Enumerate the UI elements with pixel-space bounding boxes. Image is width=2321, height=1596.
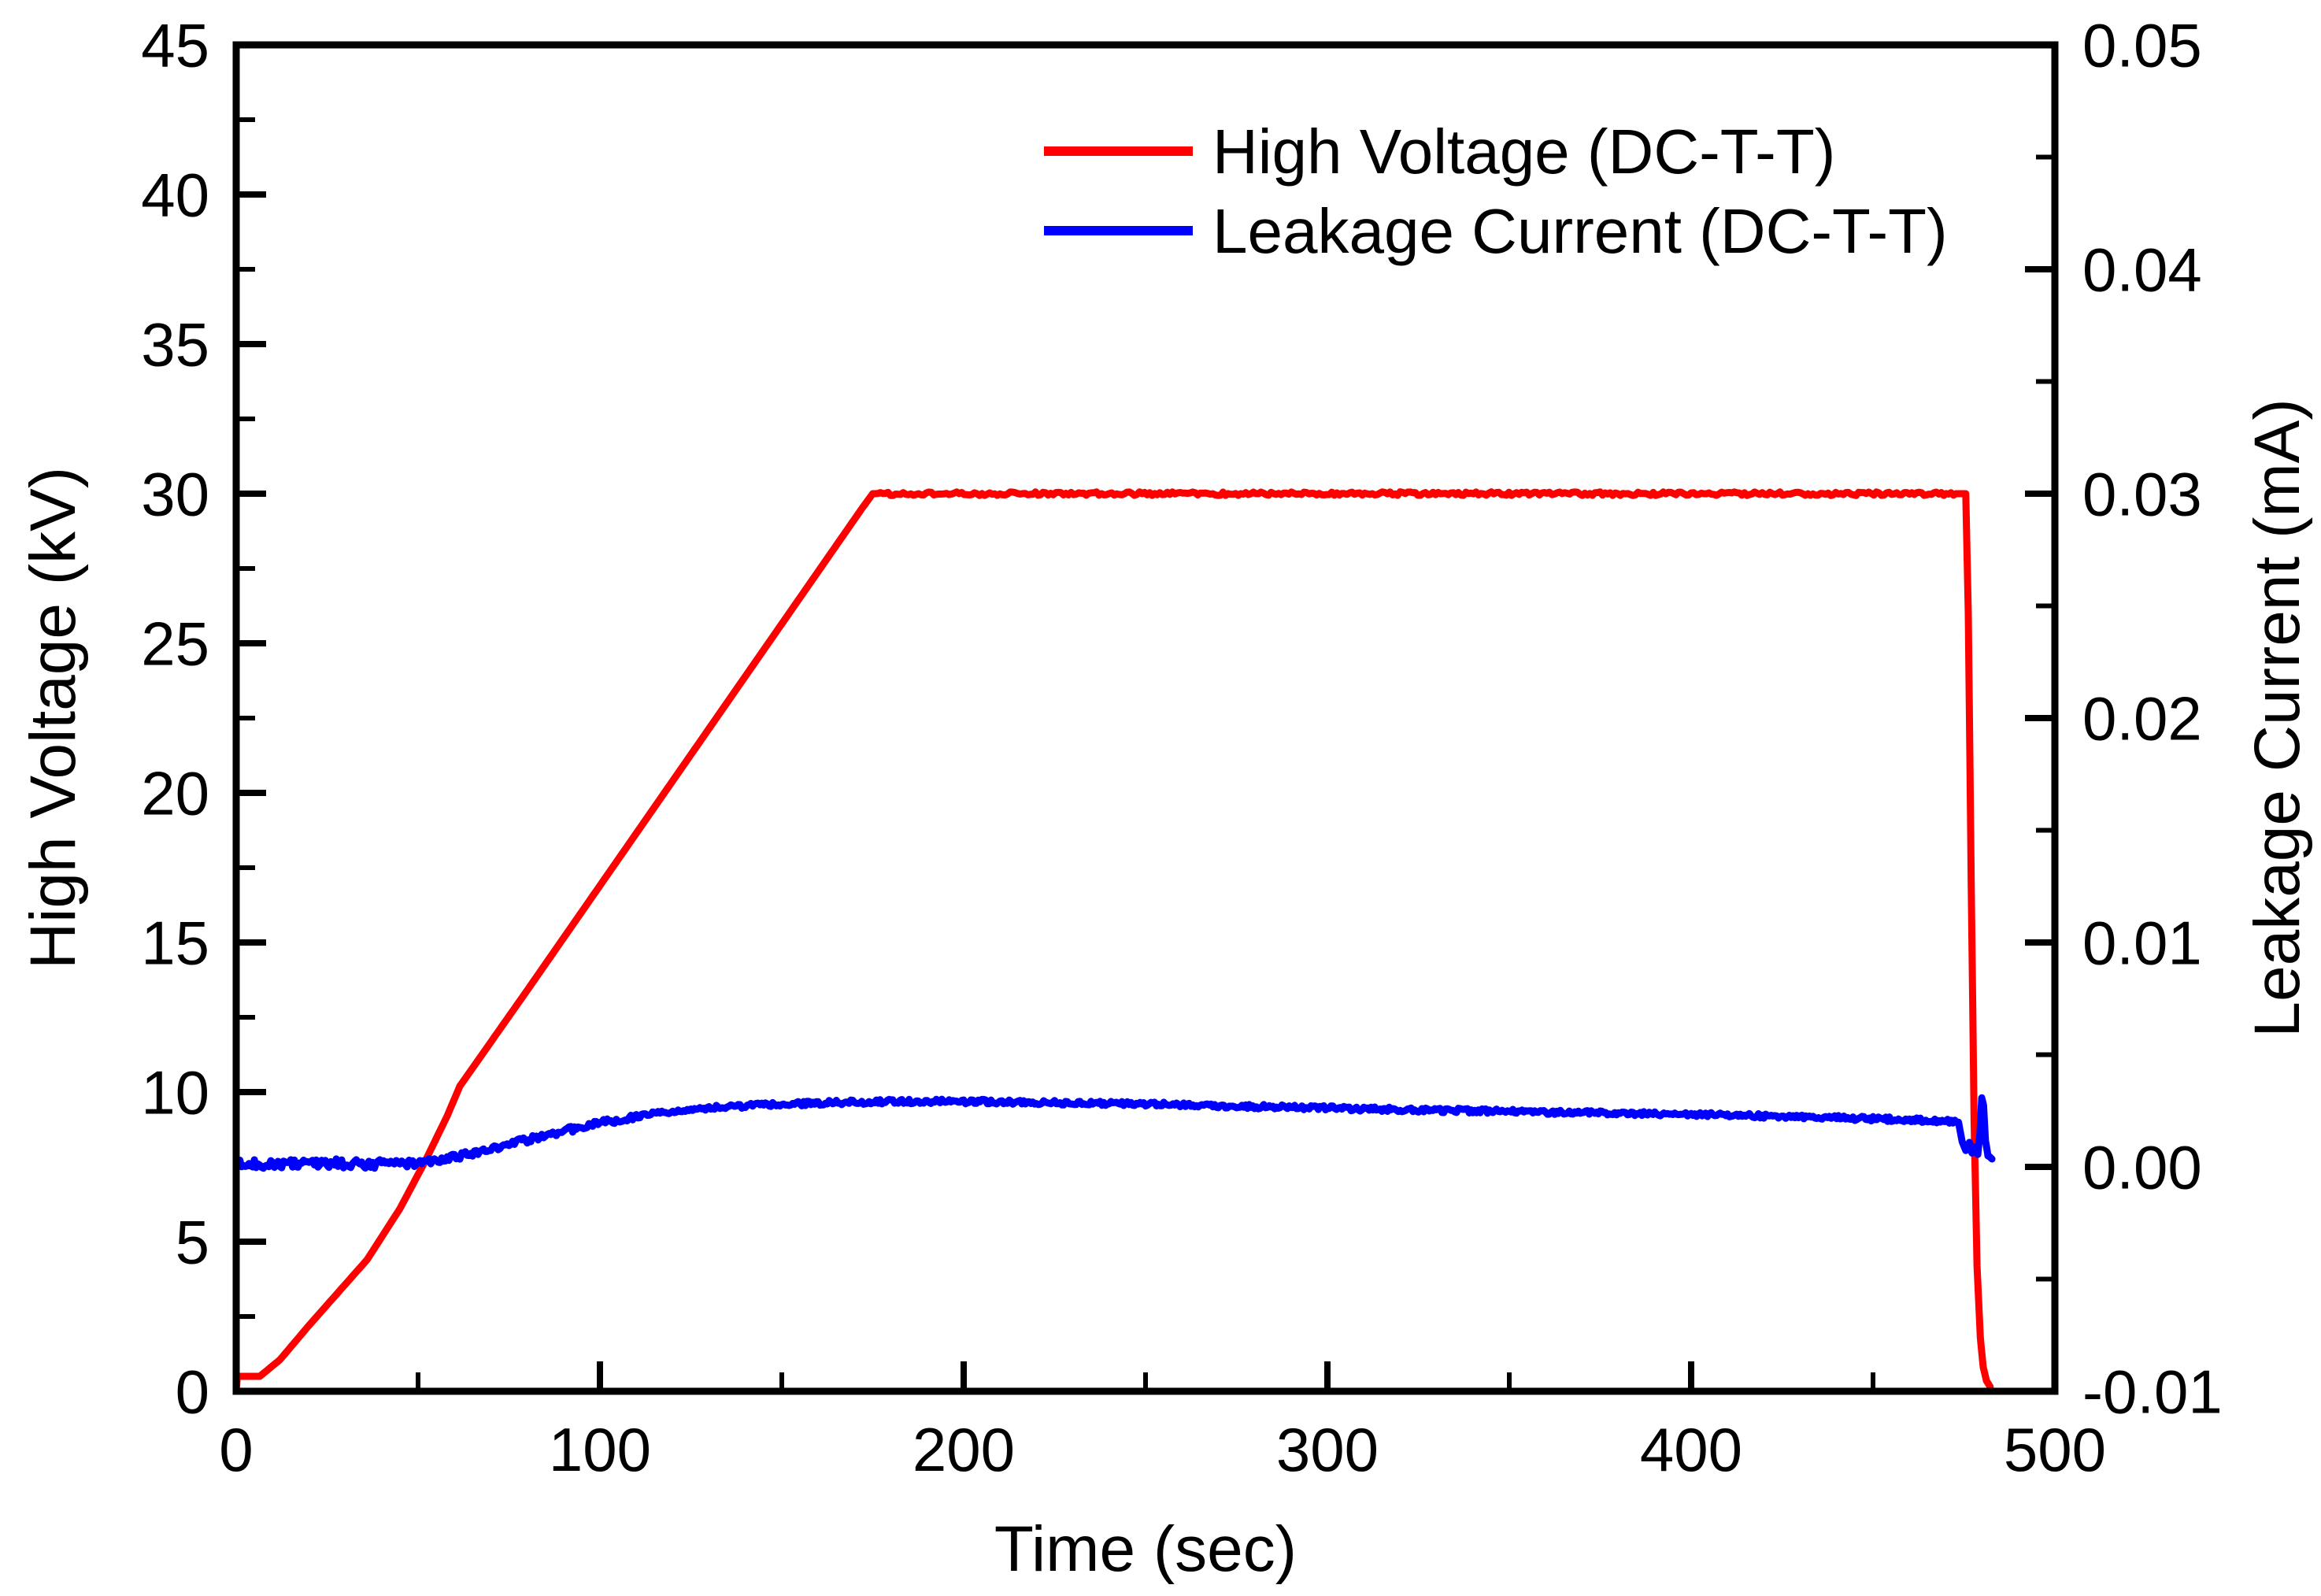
y-right-tick-label: 0.01 [2082,908,2202,977]
x-tick-label: 100 [549,1415,651,1484]
x-tick-label: 300 [1276,1415,1379,1484]
y-left-tick-label: 30 [141,459,209,528]
x-tick-label: 400 [1640,1415,1742,1484]
y-right-tick-label: 0.04 [2082,235,2202,304]
series-leakage-current [232,1094,1996,1172]
legend-label-0: High Voltage (DC-T-T) [1212,117,1835,187]
y-left-tick-label: 45 [141,10,209,80]
y-left-tick-label: 0 [176,1357,209,1426]
y-left-tick-label: 5 [176,1207,209,1276]
y-right-tick-label: -0.01 [2082,1357,2223,1426]
y-right-tick-label: 0.05 [2082,10,2202,80]
y-axis-right-title: Leakage Current (mA) [2241,398,2313,1037]
y-right-tick-label: 0.03 [2082,459,2202,528]
legend-label-1: Leakage Current (DC-T-T) [1212,196,1948,266]
plot-frame [232,41,2059,1395]
series-high-voltage [232,488,1994,1395]
y-left-tick-label: 15 [141,908,209,977]
x-tick-label: 0 [219,1415,253,1484]
y-left-tick-label: 10 [141,1057,209,1127]
y-left-tick-label: 25 [141,609,209,678]
x-tick-label: 500 [2004,1415,2106,1484]
y-left-tick-label: 20 [141,758,209,828]
y-left-tick-label: 40 [141,160,209,229]
x-tick-label: 200 [912,1415,1015,1484]
y-right-tick-label: 0.02 [2082,683,2202,753]
y-right-tick-label: 0.00 [2082,1132,2202,1202]
y-left-tick-label: 35 [141,309,209,379]
x-axis-title: Time (sec) [994,1513,1297,1585]
y-axis-left-title: High Voltage (kV) [17,467,89,969]
